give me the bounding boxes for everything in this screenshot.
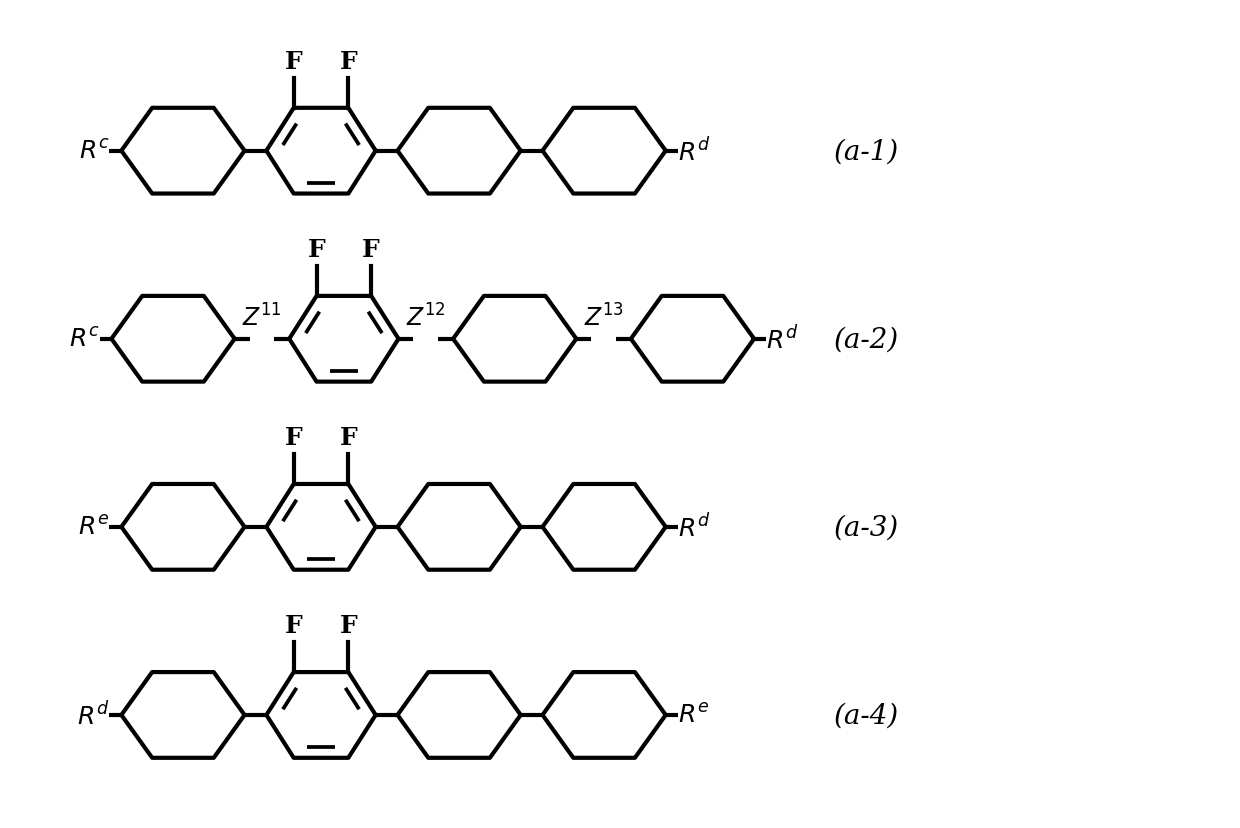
- Text: $R^d$: $R^d$: [677, 513, 709, 542]
- Text: $R^d$: $R^d$: [766, 325, 799, 354]
- Text: (a-4): (a-4): [833, 701, 899, 729]
- Text: F: F: [340, 426, 357, 450]
- Text: (a-3): (a-3): [833, 513, 899, 541]
- Text: $R^d$: $R^d$: [677, 137, 709, 166]
- Text: F: F: [362, 238, 379, 262]
- Text: $R^d$: $R^d$: [77, 700, 109, 729]
- Text: F: F: [340, 51, 357, 74]
- Text: $R^c$: $R^c$: [69, 327, 99, 351]
- Text: (a-2): (a-2): [833, 326, 899, 353]
- Text: F: F: [285, 51, 303, 74]
- Text: F: F: [340, 614, 357, 638]
- Text: $Z^{11}$: $Z^{11}$: [242, 304, 281, 331]
- Text: F: F: [285, 426, 303, 450]
- Text: $R^e$: $R^e$: [78, 515, 109, 539]
- Text: (a-1): (a-1): [833, 138, 899, 165]
- Text: $Z^{12}$: $Z^{12}$: [405, 304, 445, 331]
- Text: $R^e$: $R^e$: [677, 703, 709, 727]
- Text: F: F: [285, 614, 303, 638]
- Text: $R^c$: $R^c$: [79, 139, 109, 163]
- Text: F: F: [308, 238, 325, 262]
- Text: $Z^{13}$: $Z^{13}$: [584, 304, 624, 331]
